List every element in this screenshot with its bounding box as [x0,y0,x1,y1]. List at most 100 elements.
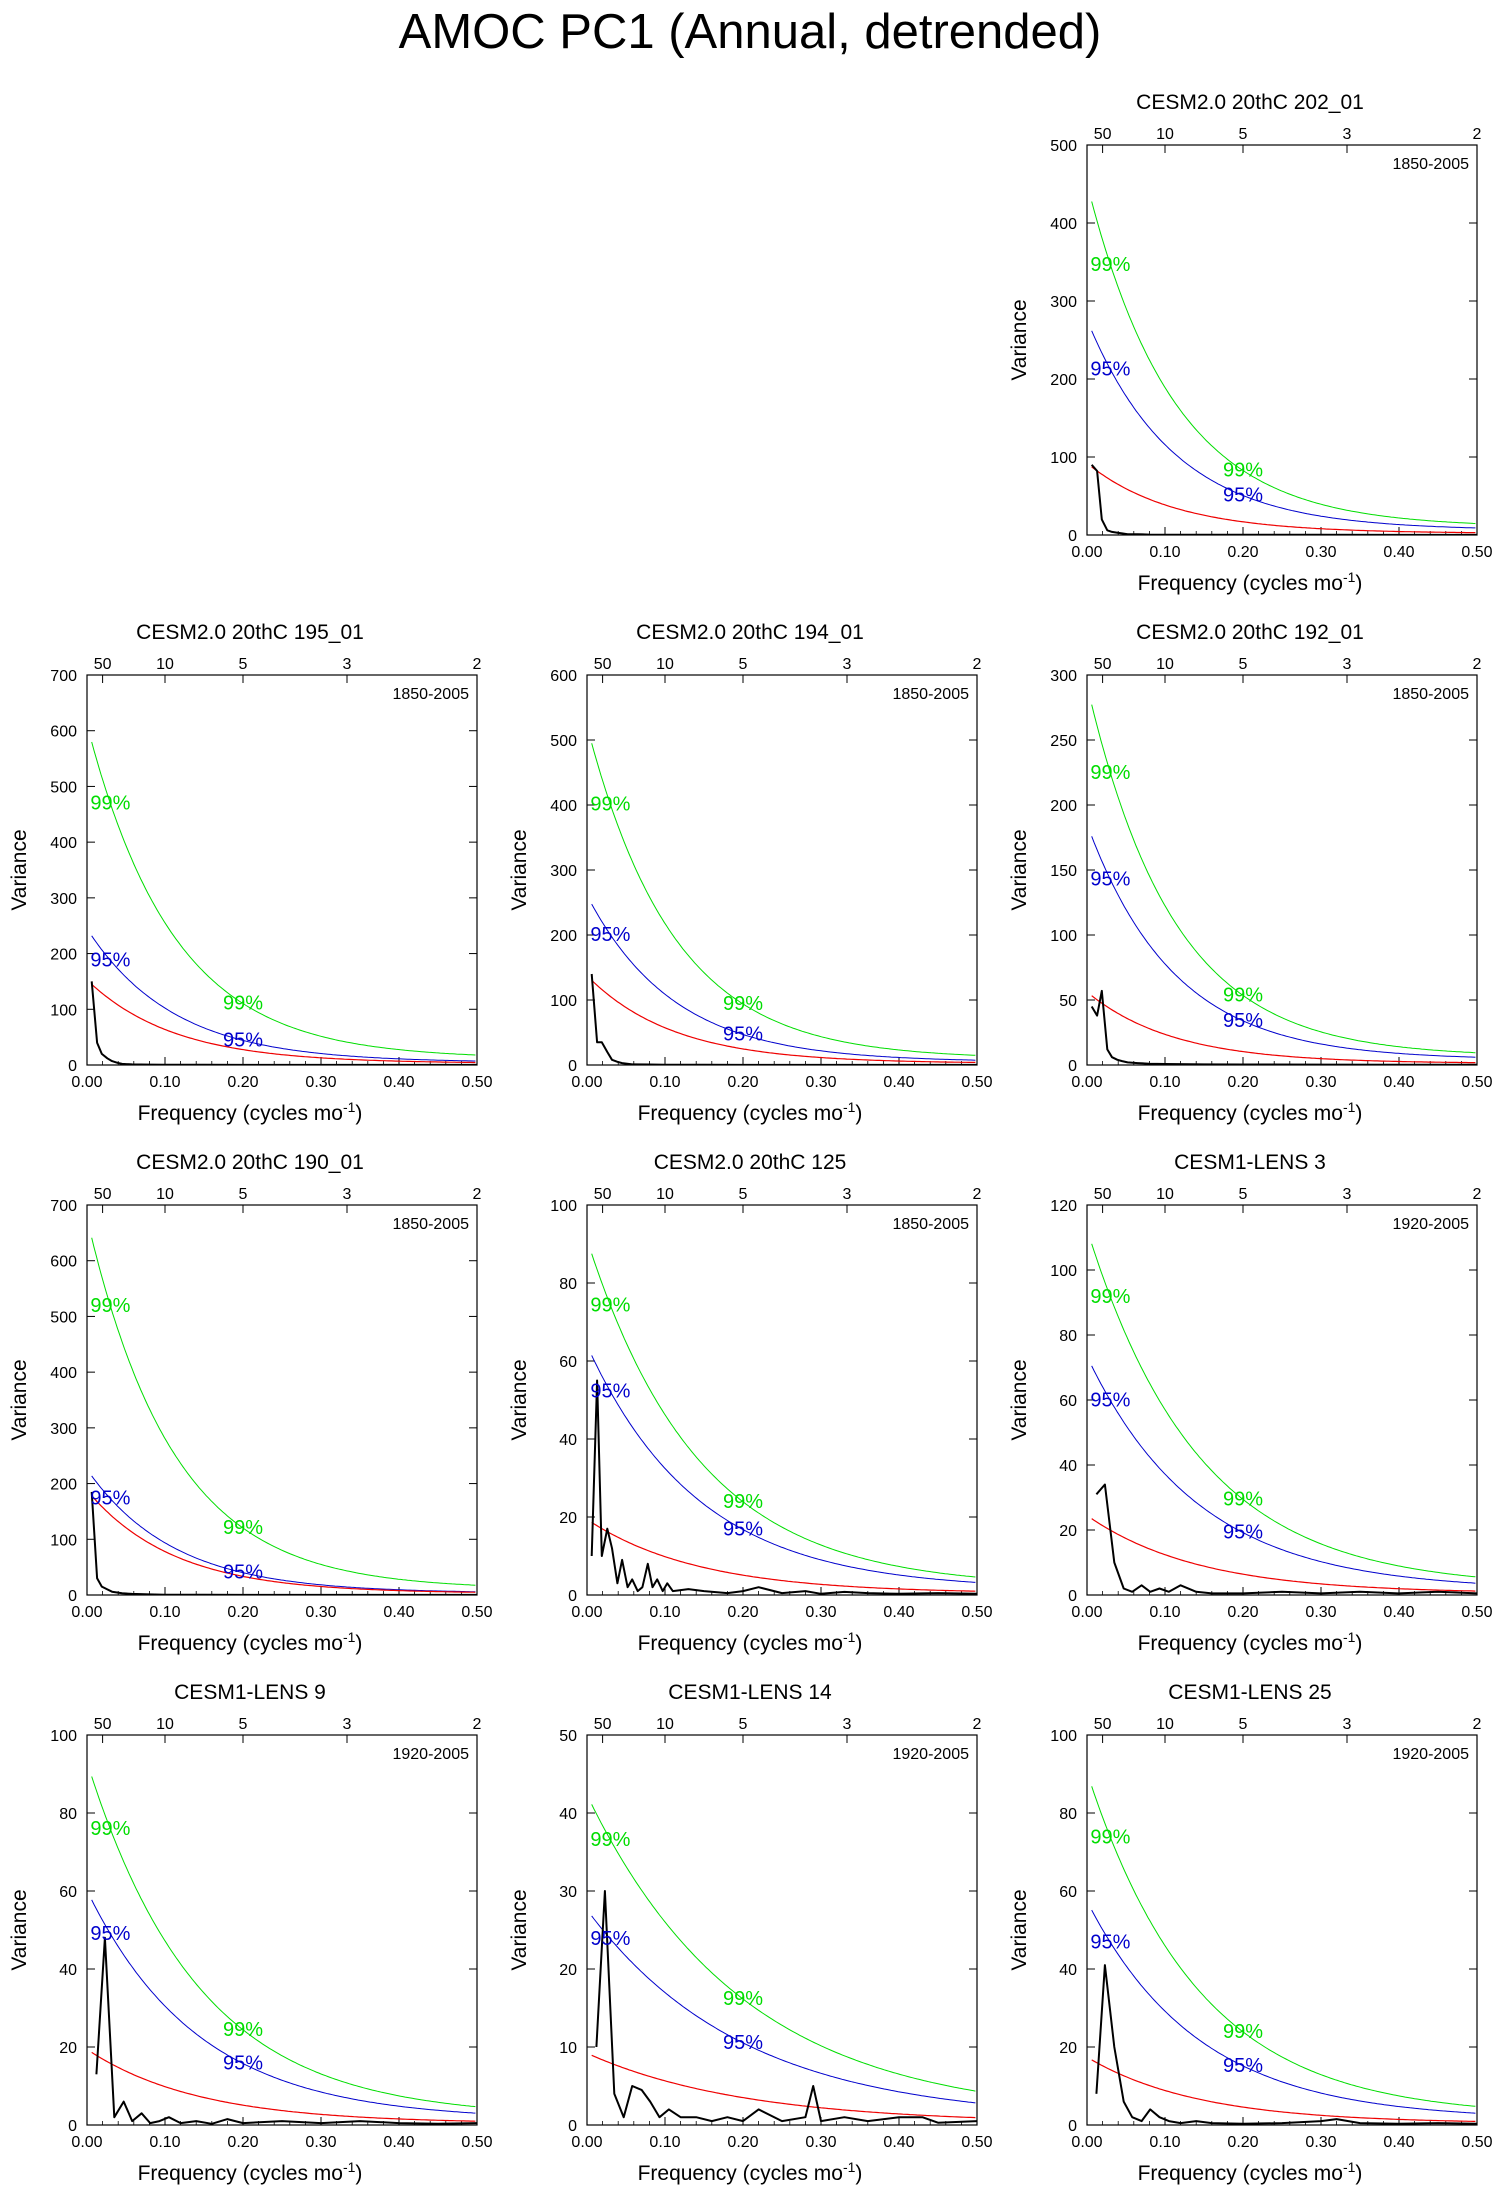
x-tick-label: 0.50 [1461,2134,1492,2151]
red-noise-line [1091,466,1476,534]
panel-title: CESM2.0 20thC 125 [654,1151,847,1174]
top-tick-label: 2 [1473,126,1482,143]
spectrum-line [1095,1483,1477,1595]
y-tick-label: 30 [559,1884,577,1901]
x-axis-label-close: ) [1355,1102,1362,1125]
top-tick-label: 3 [843,1716,852,1733]
top-tick-label: 3 [843,656,852,673]
red-noise-line [591,1521,976,1592]
period-label: 1850-2005 [892,686,969,703]
panel-192-01: CESM2.0 20thC 192_01 0.00 0.10 0.20 0.30 0.40… [1000,615,1500,1135]
y-tick-label: 40 [59,1962,77,1979]
x-axis-label-sup: -1 [343,2159,356,2175]
x-axis-label-close: ) [1355,572,1362,595]
top-tick-label: 10 [1156,1186,1174,1203]
y-tick-label: 600 [50,724,77,741]
top-tick-label: 10 [656,656,674,673]
top-tick-label: 5 [739,1186,748,1203]
ci99-label: 99% [1223,1488,1263,1510]
period-label: 1920-2005 [392,1746,469,1763]
panel-title: CESM2.0 20thC 190_01 [136,1151,364,1174]
x-tick-label: 0.50 [961,1604,992,1621]
ci99-label: 99% [1090,1826,1130,1848]
top-tick-label: 10 [156,656,174,673]
spectrum-line [95,1936,477,2125]
y-tick-label: 300 [1050,294,1077,311]
x-tick-label: 0.50 [1461,1604,1492,1621]
x-axis-label-close: ) [855,1102,862,1125]
y-tick-label: 100 [1050,1263,1077,1280]
y-tick-label: 100 [1050,1728,1077,1745]
x-tick-label: 0.40 [883,1074,914,1091]
plot-frame [86,1734,478,2126]
ci99-label: 99% [1223,459,1263,481]
y-tick-label: 400 [1050,216,1077,233]
ci95-line [1091,836,1476,1058]
y-axis-label: Variance [508,1889,531,1970]
y-tick-label: 80 [559,1276,577,1293]
ci95-label: 95% [590,1928,630,1950]
x-tick-label: 0.40 [383,1074,414,1091]
x-tick-label: 0.30 [305,1074,336,1091]
x-tick-label: 0.30 [805,2134,836,2151]
ci99-line [591,743,976,1056]
y-tick-label: 80 [59,1806,77,1823]
x-axis-label-close: ) [855,1632,862,1655]
top-tick-label: 3 [343,1186,352,1203]
top-tick-label: 10 [1156,126,1174,143]
top-tick-label: 50 [594,1186,612,1203]
y-tick-label: 60 [59,1884,77,1901]
x-axis-label: Frequency (cycles mo-1) [138,1629,363,1655]
y-tick-label: 400 [550,798,577,815]
ci99-label: 99% [1090,1286,1130,1308]
ci95-label: 95% [723,1023,763,1045]
panel-title: CESM1-LENS 25 [1168,1681,1331,1704]
y-tick-label: 20 [59,2040,77,2057]
red-noise-line [91,983,476,1064]
x-axis-label: Frequency (cycles mo-1) [1138,1099,1363,1125]
panel-194-01: CESM2.0 20thC 194_01 0.00 0.10 0.20 0.30 0.40… [500,615,1000,1135]
x-axis-label-text: Frequency (cycles mo [138,2162,343,2185]
ci99-label: 99% [223,1517,263,1539]
x-axis-label: Frequency (cycles mo-1) [638,1099,863,1125]
top-tick-label: 2 [1473,1716,1482,1733]
top-tick-label: 10 [156,1716,174,1733]
x-axis-label-sup: -1 [843,1099,856,1115]
chart-192-01: CESM2.0 20thC 192_01 0.00 0.10 0.20 0.30 0.40… [1008,621,1493,1125]
x-tick-label: 0.40 [883,2134,914,2151]
ci95-label: 95% [590,924,630,946]
panel-title: CESM1-LENS 3 [1174,1151,1326,1174]
top-tick-label: 2 [1473,656,1482,673]
y-tick-label: 80 [1059,1328,1077,1345]
y-tick-label: 120 [1050,1198,1077,1215]
x-tick-label: 0.00 [71,1074,102,1091]
y-tick-label: 150 [1050,863,1077,880]
x-axis-label-sup: -1 [343,1099,356,1115]
red-noise-line [1091,2059,1476,2122]
top-tick-label: 50 [594,656,612,673]
top-tick-label: 50 [94,1186,112,1203]
y-tick-label: 250 [1050,733,1077,750]
y-tick-label: 300 [50,891,77,908]
x-axis-label-text: Frequency (cycles mo [638,1632,843,1655]
y-tick-label: 500 [550,733,577,750]
chart-190-01: CESM2.0 20thC 190_01 0.00 0.10 0.20 0.30 0.40… [8,1151,493,1655]
y-axis-label: Variance [8,1889,31,1970]
x-axis-label-sup: -1 [1343,1629,1356,1645]
y-tick-label: 700 [50,668,77,685]
x-axis-label: Frequency (cycles mo-1) [638,1629,863,1655]
top-tick-label: 5 [739,656,748,673]
x-axis-label: Frequency (cycles mo-1) [1138,569,1363,595]
top-tick-label: 50 [1094,126,1112,143]
y-tick-label: 600 [550,668,577,685]
x-axis-label: Frequency (cycles mo-1) [138,1099,363,1125]
ci99-line [1091,1786,1476,2107]
ci95-line [1091,330,1476,529]
ci95-label: 95% [90,1923,130,1945]
x-tick-label: 0.20 [727,2134,758,2151]
panel-title: CESM2.0 20thC 195_01 [136,621,364,644]
x-tick-label: 0.40 [883,1604,914,1621]
